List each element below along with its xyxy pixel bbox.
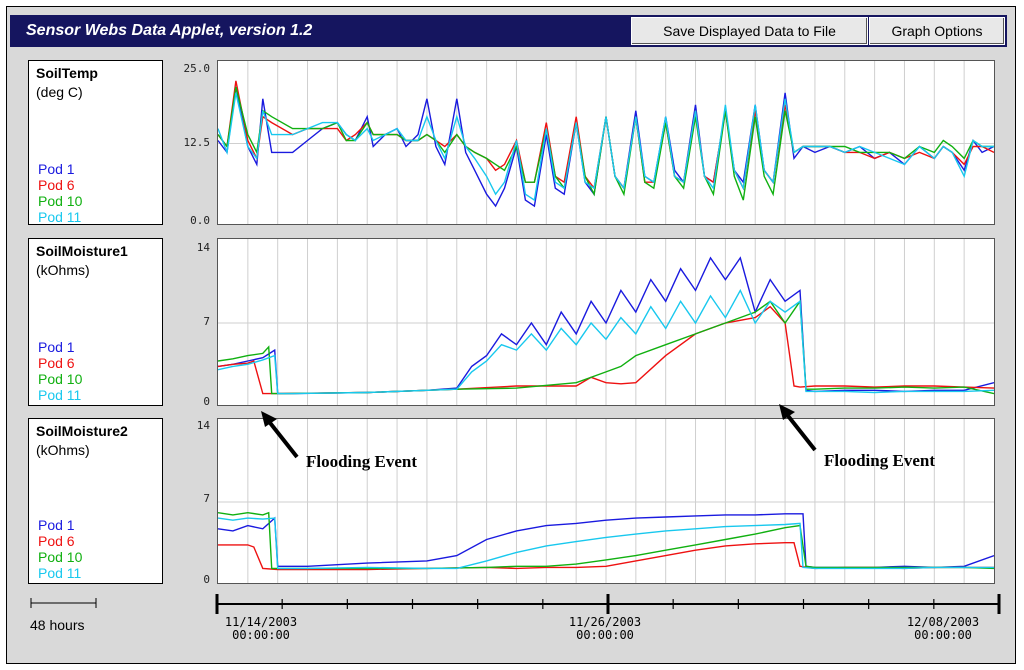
soilmoisture1-title: SoilMoisture1 (36, 243, 128, 259)
soilmoisture1-plot (217, 238, 995, 406)
legend-pod11: Pod 11 (38, 565, 82, 581)
soilmoisture1-legend: Pod 1 Pod 6 Pod 10 Pod 11 (38, 339, 82, 403)
scale-bar (30, 598, 97, 608)
soilmoisture2-title: SoilMoisture2 (36, 423, 128, 439)
series-line-pod-11 (217, 517, 994, 570)
soilmoisture2-ytick-mid: 7 (203, 492, 210, 505)
app-title: Sensor Webs Data Applet, version 1.2 (26, 22, 313, 39)
legend-pod1: Pod 1 (38, 517, 75, 533)
legend-pod10: Pod 10 (38, 193, 83, 209)
soilmoisture2-label-box: SoilMoisture2 (kOhms) Pod 1 Pod 6 Pod 10… (28, 418, 163, 584)
soilmoisture2-ytick-min: 0 (203, 573, 210, 586)
save-data-button[interactable]: Save Displayed Data to File (631, 17, 868, 45)
legend-pod6: Pod 6 (38, 355, 75, 371)
flooding-arrow-right (779, 404, 817, 452)
soilmoisture2-legend: Pod 1 Pod 6 Pod 10 Pod 11 (38, 517, 82, 581)
soilmoisture2-plot (217, 418, 995, 584)
soiltemp-legend: Pod 1 Pod 6 Pod 10 Pod 11 (38, 161, 82, 225)
xaxis-left-label: 11/14/2003 00:00:00 (206, 616, 316, 642)
xaxis-left-time: 00:00:00 (232, 628, 290, 642)
soiltemp-plot (217, 60, 995, 225)
series-line-pod-11 (217, 288, 995, 395)
title-bar: Sensor Webs Data Applet, version 1.2 Sav… (10, 15, 1007, 47)
xaxis-left-date: 11/14/2003 (224, 615, 298, 629)
soilmoisture1-unit: (kOhms) (36, 262, 90, 278)
time-axis (215, 594, 1001, 614)
soiltemp-title: SoilTemp (36, 65, 98, 81)
xaxis-right-date: 12/08/2003 (906, 615, 980, 629)
xaxis-right-label: 12/08/2003 00:00:00 (888, 616, 998, 642)
series-line-pod-11 (217, 92, 994, 202)
legend-pod6: Pod 6 (38, 533, 75, 549)
series-line-pod-6 (217, 305, 995, 395)
soilmoisture2-unit: (kOhms) (36, 442, 90, 458)
legend-pod11: Pod 11 (38, 387, 82, 403)
soiltemp-ytick-max: 25.0 (183, 62, 211, 75)
xaxis-mid-time: 00:00:00 (576, 628, 634, 642)
soiltemp-ytick-min: 0.0 (190, 214, 210, 227)
xaxis-mid-date: 11/26/2003 (568, 615, 642, 629)
legend-pod11: Pod 11 (38, 209, 82, 225)
legend-pod1: Pod 1 (38, 161, 75, 177)
series-line-pod-10 (217, 511, 995, 570)
legend-pod1: Pod 1 (38, 339, 75, 355)
soiltemp-ytick-mid: 12.5 (183, 136, 211, 149)
scale-label: 48 hours (30, 617, 85, 633)
soilmoisture1-ytick-min: 0 (203, 395, 210, 408)
soiltemp-label-box: SoilTemp (deg C) Pod 1 Pod 6 Pod 10 Pod … (28, 60, 163, 225)
soilmoisture2-ytick-max: 14 (196, 419, 210, 432)
soilmoisture1-label-box: SoilMoisture1 (kOhms) Pod 1 Pod 6 Pod 10… (28, 238, 163, 406)
legend-pod6: Pod 6 (38, 177, 75, 193)
series-line-pod-10 (217, 299, 995, 395)
flooding-event-left: Flooding Event (306, 452, 417, 471)
xaxis-right-time: 00:00:00 (914, 628, 972, 642)
xaxis-mid-label: 11/26/2003 00:00:00 (550, 616, 660, 642)
soiltemp-unit: (deg C) (36, 84, 83, 100)
legend-pod10: Pod 10 (38, 371, 83, 387)
soilmoisture1-ytick-mid: 7 (203, 315, 210, 328)
legend-pod10: Pod 10 (38, 549, 83, 565)
flooding-arrow-left (261, 411, 299, 459)
soilmoisture1-ytick-max: 14 (196, 241, 210, 254)
flooding-event-right: Flooding Event (824, 451, 935, 470)
graph-options-button[interactable]: Graph Options (869, 17, 1005, 45)
